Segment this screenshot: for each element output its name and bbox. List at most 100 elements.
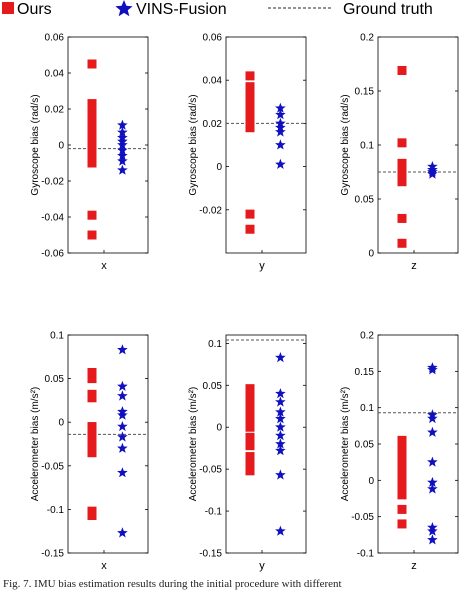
- point-ours: [245, 384, 255, 394]
- y-tick-label: 0.05: [45, 374, 65, 385]
- y-tick-label: 0.05: [355, 440, 375, 451]
- y-tick-label: 0.2: [360, 331, 374, 342]
- point-ours: [87, 153, 97, 163]
- plot-frame: [377, 334, 459, 554]
- y-tick-label: -0.02: [199, 205, 222, 216]
- point-vins-fusion: [117, 344, 128, 355]
- point-ours: [397, 169, 407, 179]
- point-vins-fusion: [427, 525, 438, 536]
- point-vins-fusion: [117, 431, 128, 442]
- x-axis-label: z: [411, 260, 417, 272]
- point-vins-fusion: [275, 126, 286, 137]
- x-axis-label: y: [259, 260, 265, 272]
- point-ours: [397, 65, 407, 75]
- y-tick-label: 0: [216, 423, 222, 434]
- plot-frame: [225, 36, 307, 254]
- point-ours: [245, 460, 255, 470]
- y-tick-label: -0.05: [199, 465, 222, 476]
- point-vins-fusion: [427, 476, 438, 487]
- point-ours: [87, 99, 97, 109]
- point-ours: [397, 213, 407, 223]
- point-vins-fusion: [275, 421, 286, 432]
- chart-1: -0.06 -0.04 -0.02 0 0.02 0.04 0.06 x Gyroscope b…: [30, 33, 149, 272]
- y-tick-label: 0: [58, 141, 64, 152]
- y-axis-label: Accelerometer bias (m/s²): [188, 387, 199, 501]
- point-vins-fusion: [117, 390, 128, 401]
- point-ours: [87, 59, 97, 69]
- point-ours: [87, 367, 97, 377]
- point-ours: [87, 147, 97, 157]
- point-vins-fusion: [117, 126, 128, 137]
- point-vins-fusion: [117, 380, 128, 391]
- point-ours: [87, 118, 97, 128]
- point-vins-fusion: [275, 396, 286, 407]
- chart-5: -0.15 -0.1 -0.05 0 0.05 0.1 y Accelerometer bia…: [188, 334, 307, 572]
- point-ours: [397, 238, 407, 248]
- point-ours: [87, 106, 97, 116]
- point-ours: [397, 446, 407, 456]
- y-tick-label: -0.15: [41, 549, 64, 560]
- point-ours: [245, 466, 255, 476]
- y-tick-label: 0: [216, 162, 222, 173]
- y-tick-label: -0.1: [357, 549, 375, 560]
- legend-ground-truth-label: Ground truth: [343, 1, 433, 18]
- y-tick-label: 0.05: [203, 381, 223, 392]
- y-tick-label: 0.2: [360, 33, 374, 44]
- point-ours: [397, 519, 407, 529]
- x-axis-label: x: [101, 260, 107, 272]
- point-ours: [397, 452, 407, 462]
- y-axis-label: Gyroscope bias (rad/s): [30, 94, 41, 195]
- point-vins-fusion: [427, 483, 438, 494]
- legend-vins-marker: [115, 0, 133, 17]
- y-tick-label: 0.05: [355, 195, 375, 206]
- legend-vins-label: VINS-Fusion: [136, 1, 227, 18]
- y-tick-label: 0.1: [50, 331, 64, 342]
- point-vins-fusion: [275, 102, 286, 113]
- point-ours: [397, 474, 407, 484]
- point-vins-fusion: [427, 168, 438, 179]
- point-vins-fusion: [117, 527, 128, 538]
- point-ours: [397, 490, 407, 500]
- point-ours: [87, 430, 97, 440]
- point-ours: [245, 390, 255, 400]
- y-tick-label: 0.15: [355, 367, 375, 378]
- y-axis-label: Gyroscope bias (rad/s): [340, 94, 351, 195]
- point-ours: [245, 82, 255, 92]
- chart-6: -0.1 -0.05 0 0.05 0.1 0.15 0.2 z Accelerometer b…: [340, 331, 459, 572]
- y-tick-label: 0.06: [203, 33, 223, 44]
- y-axis-label: Accelerometer bias (m/s²): [340, 387, 351, 501]
- y-tick-label: -0.15: [199, 549, 222, 560]
- point-vins-fusion: [117, 150, 128, 161]
- y-tick-label: 0.04: [203, 76, 223, 87]
- y-tick-label: 0.1: [360, 403, 374, 414]
- point-vins-fusion: [275, 352, 286, 363]
- point-ours: [397, 462, 407, 472]
- point-ours: [87, 448, 97, 458]
- y-tick-label: 0.02: [45, 105, 65, 116]
- chart-3: 0 0.05 0.1 0.15 0.2 z Gyroscope bias (rad/s): [340, 33, 459, 272]
- point-ours: [87, 126, 97, 136]
- point-vins-fusion: [275, 406, 286, 417]
- y-tick-label: -0.06: [41, 249, 64, 260]
- y-tick-label: 0: [368, 249, 374, 260]
- point-ours: [87, 436, 97, 446]
- point-ours: [87, 422, 97, 432]
- legend-ours-label: Ours: [17, 1, 52, 18]
- y-tick-label: -0.05: [351, 512, 374, 523]
- point-ours: [397, 435, 407, 445]
- y-tick-label: 0.06: [45, 33, 65, 44]
- point-vins-fusion: [427, 426, 438, 437]
- point-ours: [245, 422, 255, 432]
- y-tick-label: 0: [58, 418, 64, 429]
- point-ours: [87, 230, 97, 240]
- point-vins-fusion: [275, 139, 286, 150]
- point-ours: [397, 468, 407, 478]
- plot-frame: [225, 334, 307, 554]
- point-ours: [245, 441, 255, 451]
- point-vins-fusion: [427, 456, 438, 467]
- point-vins-fusion: [275, 469, 286, 480]
- plot-frame: [67, 36, 149, 254]
- point-vins-fusion: [117, 144, 128, 155]
- point-vins-fusion: [117, 164, 128, 175]
- plot-frame: [67, 334, 149, 554]
